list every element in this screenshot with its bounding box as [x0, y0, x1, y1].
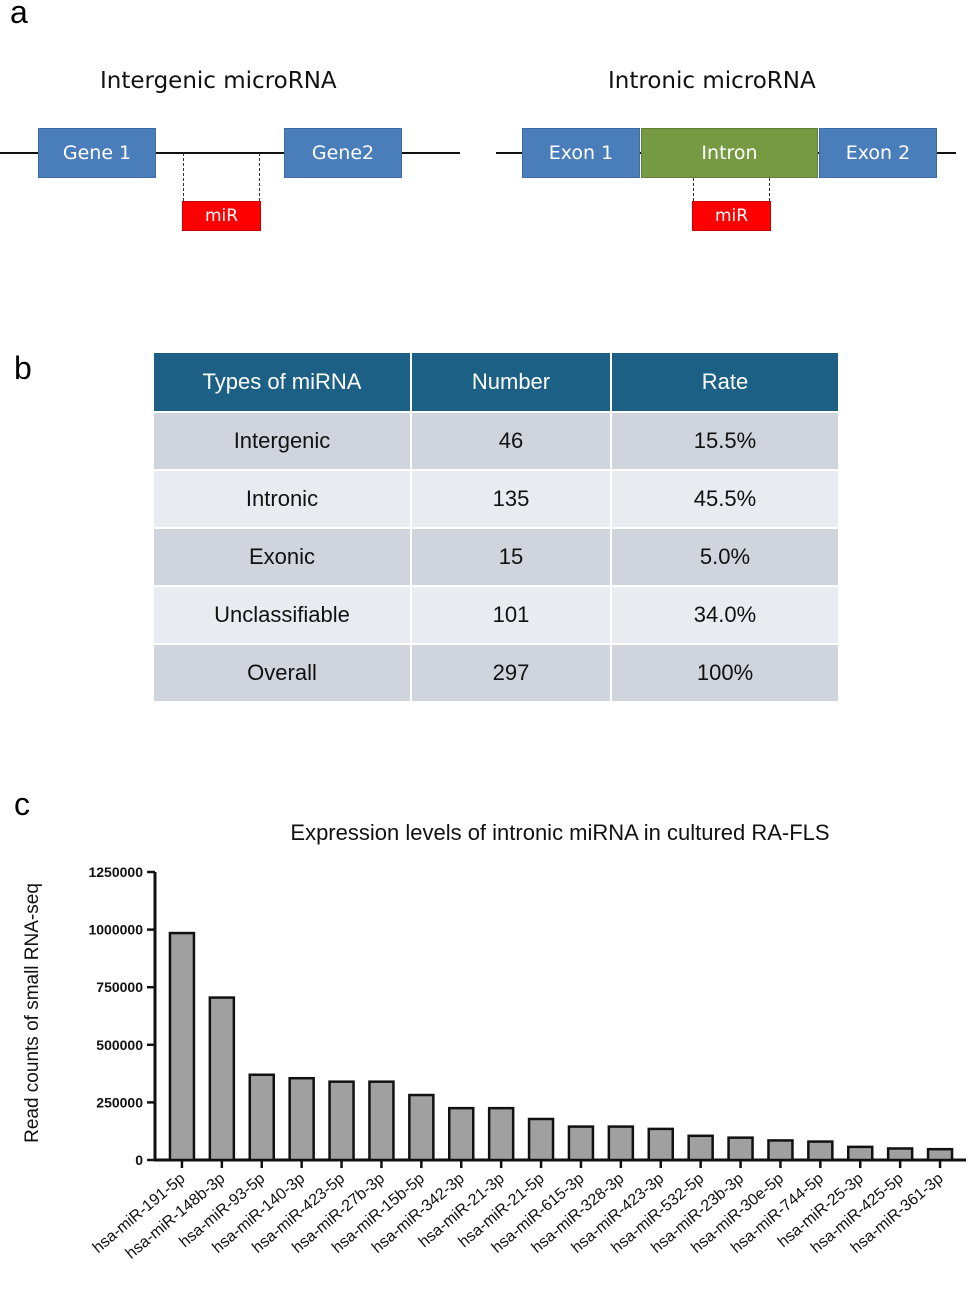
intergenic-dash-left [183, 153, 184, 201]
bar [248, 1073, 275, 1162]
y-tick-label: 750000 [96, 979, 143, 995]
cell-type: Unclassifiable [152, 585, 412, 645]
bar [448, 1106, 475, 1162]
bar [368, 1080, 395, 1162]
intergenic-mir-label: miR [204, 206, 239, 226]
cell-type: Exonic [152, 527, 412, 587]
y-tick-label: 0 [135, 1152, 143, 1168]
table-row: Unclassifiable 101 34.0% [152, 585, 840, 645]
panel-label-a: a [10, 0, 28, 30]
bar [527, 1117, 555, 1162]
bar [847, 1145, 874, 1162]
y-tick-label: 1250000 [88, 864, 143, 880]
cell-number: 46 [410, 411, 612, 471]
cell-number: 101 [410, 585, 612, 645]
intergenic-title: Intergenic microRNA [100, 68, 337, 94]
bar [647, 1127, 674, 1162]
exon2-box: Exon 2 [819, 128, 937, 178]
bar [567, 1125, 595, 1162]
bar-chart: Expression levels of intronic miRNA in c… [22, 820, 966, 1263]
intergenic-dash-right [259, 153, 260, 201]
cell-type: Intergenic [152, 411, 412, 471]
bar [607, 1125, 635, 1162]
panel-label-b: b [14, 350, 32, 386]
intron-label: Intron [701, 142, 758, 164]
cell-number: 15 [410, 527, 612, 587]
chart-title: Expression levels of intronic miRNA in c… [290, 820, 829, 845]
intergenic-mir-box: miR [182, 201, 261, 231]
table-row: Exonic 15 5.0% [152, 527, 840, 587]
bar [926, 1147, 954, 1162]
y-tick-label: 250000 [96, 1094, 143, 1110]
table-row: Intronic 135 45.5% [152, 469, 840, 529]
bar [408, 1093, 435, 1162]
cell-type: Overall [152, 643, 412, 703]
cell-rate: 15.5% [610, 411, 840, 471]
bar [328, 1080, 355, 1162]
intronic-title: Intronic microRNA [608, 68, 816, 94]
cell-rate: 34.0% [610, 585, 840, 645]
y-tick-label: 1000000 [88, 922, 143, 938]
mirna-types-table: Types of miRNA Number Rate Intergenic 46… [152, 351, 840, 703]
intronic-dash-left [693, 178, 694, 201]
bar [807, 1140, 834, 1162]
cell-type: Intronic [152, 469, 412, 529]
gene1-box: Gene 1 [38, 128, 156, 178]
cell-rate: 100% [610, 643, 840, 703]
bar [168, 931, 196, 1162]
intronic-mir-label: miR [714, 206, 749, 226]
plot-area: 025000050000075000010000001250000hsa-miR… [88, 864, 966, 1263]
y-axis-label: Read counts of small RNA-seq [22, 883, 43, 1143]
header-number: Number [410, 351, 612, 413]
bar [208, 996, 236, 1162]
gene1-label: Gene 1 [62, 142, 132, 164]
table-row: Intergenic 46 15.5% [152, 411, 840, 471]
bar [487, 1106, 515, 1162]
intronic-mir-box: miR [692, 201, 771, 231]
y-tick-label: 500000 [96, 1037, 143, 1053]
gene2-label: Gene2 [311, 142, 375, 164]
cell-rate: 5.0% [610, 527, 840, 587]
bar [886, 1147, 914, 1162]
bar [288, 1076, 315, 1162]
gene2-box: Gene2 [284, 128, 402, 178]
bar [767, 1139, 794, 1162]
header-types: Types of miRNA [152, 351, 412, 413]
header-rate: Rate [610, 351, 840, 413]
cell-number: 135 [410, 469, 612, 529]
exon1-label: Exon 1 [548, 142, 614, 164]
intergenic-backbone [0, 152, 460, 154]
bar [687, 1134, 714, 1162]
intron-box: Intron [641, 128, 818, 178]
cell-number: 297 [410, 643, 612, 703]
panel-label-c: c [14, 786, 30, 822]
cell-rate: 45.5% [610, 469, 840, 529]
bar [727, 1136, 754, 1162]
intronic-dash-right [769, 178, 770, 201]
exon1-box: Exon 1 [522, 128, 640, 178]
exon2-label: Exon 2 [845, 142, 911, 164]
table-header-row: Types of miRNA Number Rate [152, 351, 840, 413]
table-row: Overall 297 100% [152, 643, 840, 703]
